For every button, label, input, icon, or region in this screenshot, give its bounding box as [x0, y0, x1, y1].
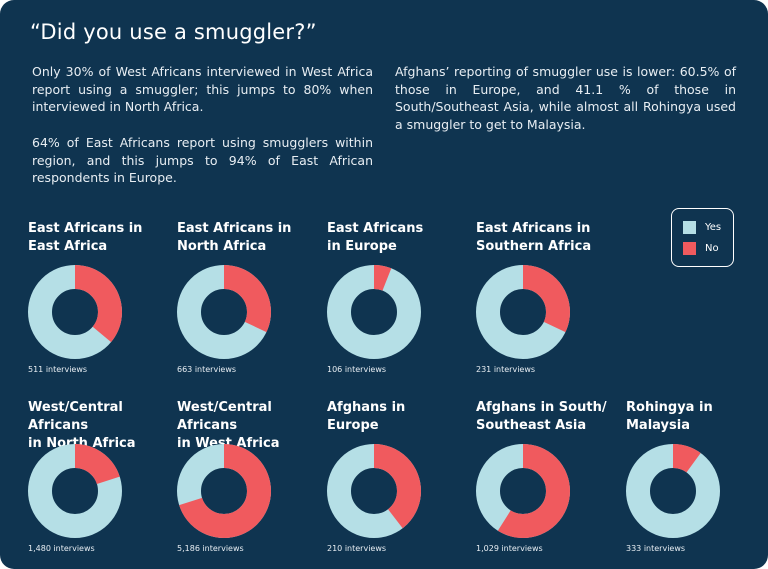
donut-svg: [28, 265, 122, 359]
chart-title: West/Central Africans in North Africa: [28, 400, 136, 451]
pie-slice-no: [626, 444, 720, 538]
pie-slice-no: [476, 265, 570, 359]
interview-count: 1,029 interviews: [476, 544, 543, 553]
pie-slice-no: [28, 444, 122, 538]
chart-title: Rohingya in Malaysia: [626, 400, 713, 433]
interview-count: 1,480 interviews: [28, 544, 95, 553]
interview-count: 5,186 interviews: [177, 544, 244, 553]
legend-label-yes: Yes: [705, 221, 722, 233]
chart-title: Afghans in Europe: [327, 400, 406, 433]
interview-count: 511 interviews: [28, 365, 88, 374]
donut-chart: East Africans in Europe 106 interviews: [327, 220, 477, 390]
donut-chart: Rohingya in Malaysia 333 interviews: [626, 399, 768, 569]
legend-swatch-yes: [683, 220, 696, 234]
page-title: “Did you use a smuggler?”: [30, 20, 317, 44]
pie-slice-no: [327, 444, 421, 538]
donut-chart: East Africans in East Africa 511 intervie…: [28, 220, 178, 390]
legend-swatch-no: [683, 241, 696, 255]
donut-svg: [626, 444, 720, 538]
chart-title: East Africans in East Africa: [28, 221, 143, 254]
pie-slice-no: [177, 265, 271, 359]
interview-count: 231 interviews: [476, 365, 536, 374]
chart-title: East Africans in Europe: [327, 221, 424, 254]
intro-paragraph-afghans: Afghans’ reporting of smuggler use is lo…: [395, 64, 736, 132]
pie-slice-no: [177, 444, 271, 538]
pie-slice-no: [476, 444, 570, 538]
chart-title: East Africans in North Africa: [177, 221, 292, 254]
chart-title: East Africans in Southern Africa: [476, 221, 592, 254]
interview-count: 106 interviews: [327, 365, 387, 374]
chart-title: Afghans in South/ Southeast Asia: [476, 400, 607, 433]
donut-chart: West/Central Africans in West Africa 5,18…: [177, 399, 327, 569]
donut-svg: [177, 265, 271, 359]
donut-chart: West/Central Africans in North Africa 1,4…: [28, 399, 178, 569]
pie-slice-no: [327, 265, 421, 359]
donut-chart: Afghans in Europe 210 interviews: [327, 399, 477, 569]
legend-label-no: No: [705, 242, 719, 254]
donut-svg: [327, 265, 421, 359]
donut-svg: [476, 444, 570, 538]
pie-slice-no: [28, 265, 122, 359]
legend-item-no: No: [683, 241, 719, 255]
intro-paragraph-west-africans: Only 30% of West Africans interviewed in…: [32, 64, 373, 114]
legend-item-yes: Yes: [683, 220, 721, 234]
donut-chart: East Africans in Southern Africa 231 inte…: [476, 220, 626, 390]
donut-svg: [177, 444, 271, 538]
donut-svg: [28, 444, 122, 538]
interview-count: 333 interviews: [626, 544, 686, 553]
donut-chart: Afghans in South/ Southeast Asia 1,029 in…: [476, 399, 626, 569]
donut-svg: [476, 265, 570, 359]
intro-paragraph-east-africans: 64% of East Africans report using smuggl…: [32, 135, 373, 185]
interview-count: 210 interviews: [327, 544, 387, 553]
chart-legend: Yes No: [671, 208, 734, 267]
donut-chart: East Africans in North Africa 663 intervi…: [177, 220, 327, 390]
donut-svg: [327, 444, 421, 538]
interview-count: 663 interviews: [177, 365, 237, 374]
